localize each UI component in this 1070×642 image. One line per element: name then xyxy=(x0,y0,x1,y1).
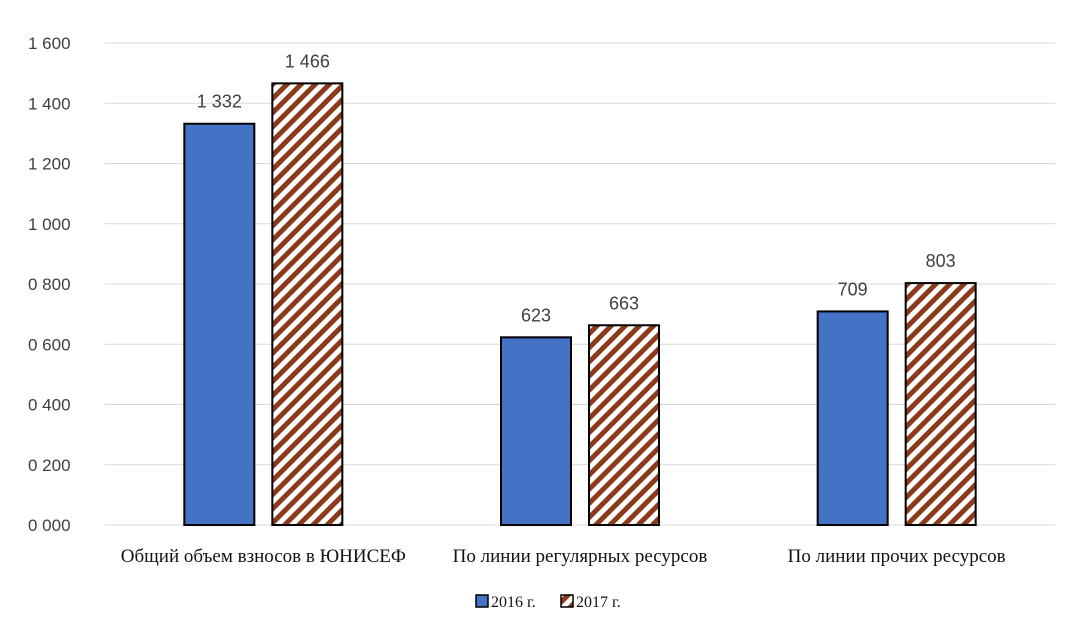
bar-2016 xyxy=(183,122,256,527)
data-label: 803 xyxy=(926,251,956,271)
bar-2017 xyxy=(588,324,660,526)
x-category-label: Общий объем взносов в ЮНИСЕФ xyxy=(121,546,406,567)
bar-2016 xyxy=(816,310,889,526)
x-category-label: По линии регулярных ресурсов xyxy=(453,546,708,567)
y-tick-label: 0 600 xyxy=(28,335,71,354)
y-tick-label: 1 400 xyxy=(28,94,71,113)
x-category-label: По линии прочих ресурсов xyxy=(788,546,1006,567)
y-tick-label: 0 000 xyxy=(28,516,71,535)
data-label: 1 332 xyxy=(197,92,242,112)
y-tick-label: 1 200 xyxy=(28,155,71,174)
bar-2017 xyxy=(904,282,977,526)
data-label: 1 466 xyxy=(285,51,330,71)
y-tick-label: 0 800 xyxy=(28,275,71,294)
bar-2016 xyxy=(500,336,572,527)
data-labels: 1 332 1 466 623 663 709 803 xyxy=(197,51,956,325)
y-tick-label: 1 000 xyxy=(28,215,71,234)
legend-label: 2017 г. xyxy=(576,594,621,611)
data-label: 709 xyxy=(838,279,868,299)
y-tick-label: 0 200 xyxy=(28,456,71,475)
data-label: 623 xyxy=(521,305,551,325)
bar-2017 xyxy=(271,82,344,527)
y-tick-label: 0 400 xyxy=(28,396,71,415)
y-tick-label: 1 600 xyxy=(28,34,71,53)
x-axis-category-labels: Общий объем взносов в ЮНИСЕФ По линии рег… xyxy=(121,546,1006,567)
legend-swatch xyxy=(475,594,489,608)
data-label: 663 xyxy=(609,293,639,313)
y-axis-tick-labels: 0 000 0 200 0 400 0 600 0 800 1 000 1 200 1 400… xyxy=(28,34,71,535)
legend-swatch xyxy=(560,594,574,608)
legend: 2016 г. 2017 г. xyxy=(475,594,621,611)
bars xyxy=(183,82,977,527)
legend-label: 2016 г. xyxy=(491,594,536,611)
grid-lines xyxy=(105,42,1055,526)
